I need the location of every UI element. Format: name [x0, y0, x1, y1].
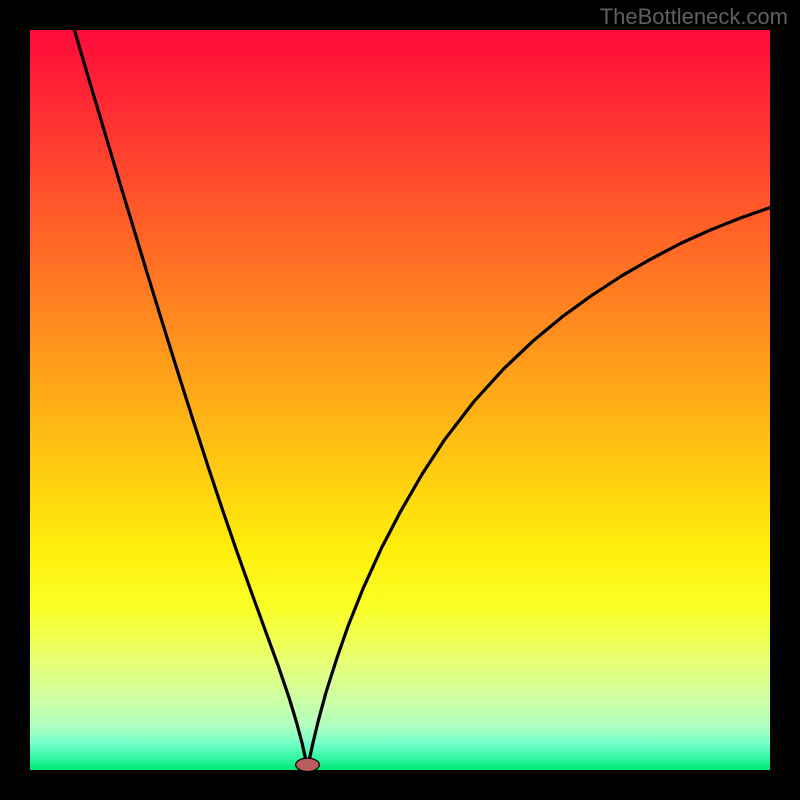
chart-svg [30, 30, 770, 770]
plot-area [30, 30, 770, 770]
bottleneck-curve [74, 30, 770, 770]
figure-root: TheBottleneck.com [0, 0, 800, 800]
min-marker [296, 758, 320, 771]
watermark-text: TheBottleneck.com [600, 4, 788, 30]
